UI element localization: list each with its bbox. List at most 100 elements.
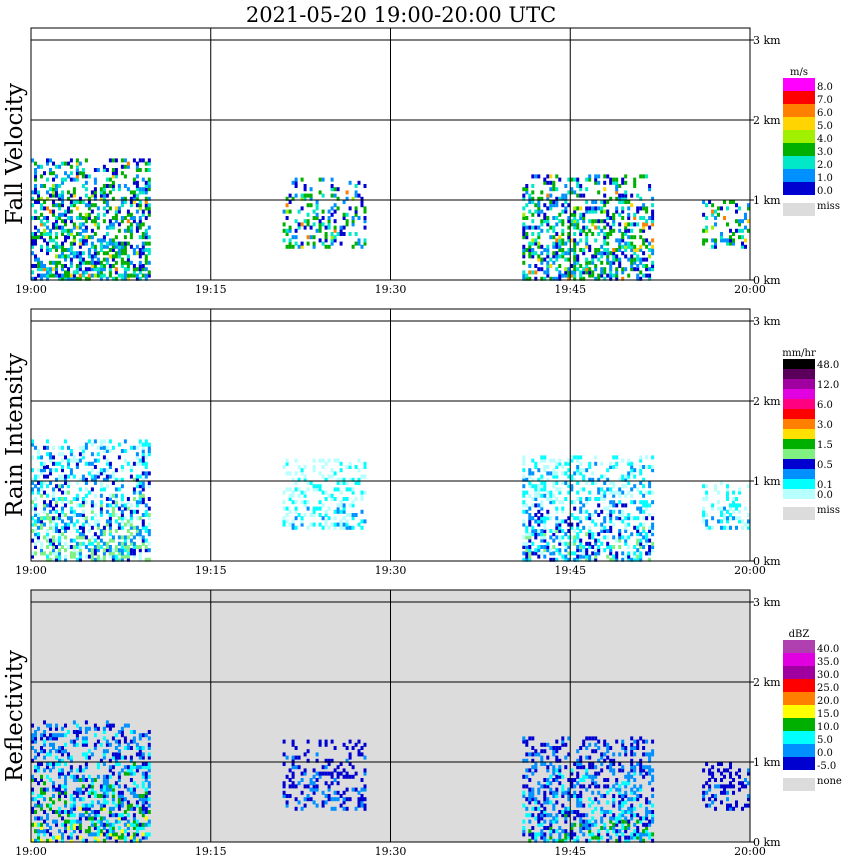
echo-cell (522, 228, 526, 233)
echo-cell (540, 762, 544, 766)
echo-cell (135, 525, 139, 530)
echo-cell (720, 790, 723, 795)
echo-cell (93, 477, 97, 482)
echo-cell (531, 477, 535, 482)
echo-cell (318, 471, 322, 476)
echo-cell (120, 273, 124, 278)
echo-cell (351, 477, 355, 482)
echo-cell (58, 254, 61, 259)
echo-cell (531, 787, 535, 792)
x-tick-label: 19:30 (375, 283, 407, 296)
echo-cell (609, 787, 613, 792)
echo-cell (67, 190, 70, 195)
echo-cell (132, 806, 136, 811)
echo-cell (582, 219, 586, 224)
echo-cell (549, 180, 553, 185)
echo-cell (594, 219, 598, 224)
echo-cell (52, 516, 55, 521)
echo-cell (90, 778, 94, 782)
legend-miss-label: none (817, 776, 842, 787)
echo-cell (78, 503, 82, 508)
echo-cell (96, 212, 100, 217)
echo-cell (630, 203, 634, 208)
echo-cell (603, 822, 607, 827)
echo-cell (37, 752, 40, 757)
echo-cell (624, 477, 628, 482)
echo-cell (573, 212, 577, 217)
echo-cell (576, 800, 580, 805)
echo-cell (642, 816, 646, 821)
echo-cell (615, 190, 619, 195)
echo-cell (702, 484, 706, 489)
echo-cell (58, 516, 61, 521)
echo-cell (651, 248, 655, 252)
echo-cell (531, 525, 535, 530)
echo-cell (633, 525, 637, 530)
echo-cell (621, 180, 625, 185)
echo-cell (64, 161, 67, 166)
echo-cell (72, 497, 76, 501)
echo-cell (636, 746, 640, 750)
echo-cell (558, 238, 562, 243)
echo-cell (357, 241, 361, 246)
echo-cell (144, 254, 148, 259)
echo-cell (111, 752, 115, 757)
echo-cell (99, 481, 103, 485)
echo-cell (651, 545, 655, 549)
echo-cell (612, 803, 616, 808)
echo-cell (61, 497, 64, 501)
echo-cell (81, 273, 85, 278)
echo-cell (648, 545, 652, 549)
echo-cell (46, 465, 49, 469)
echo-cell (40, 273, 43, 278)
echo-cell (621, 797, 625, 802)
echo-cell (111, 771, 115, 776)
echo-cell (363, 238, 367, 243)
echo-cell (294, 228, 298, 233)
echo-cell (52, 455, 55, 460)
echo-cell (108, 768, 112, 773)
echo-cell (522, 535, 526, 540)
echo-cell (129, 541, 133, 546)
echo-cell (52, 784, 55, 789)
echo-cell (90, 228, 94, 233)
echo-cell (72, 276, 76, 281)
echo-cell (615, 461, 619, 466)
echo-cell (40, 235, 43, 240)
echo-cell (615, 503, 619, 508)
legend-swatch (783, 692, 815, 705)
echo-cell (105, 778, 109, 782)
echo-cell (31, 778, 34, 782)
echo-cell (144, 276, 148, 281)
echo-cell (558, 244, 562, 249)
echo-cell (93, 203, 97, 208)
echo-cell (342, 806, 346, 811)
echo-cell (93, 545, 97, 549)
echo-cell (549, 203, 553, 208)
echo-cell (609, 758, 613, 763)
echo-cell (126, 768, 130, 773)
echo-cell (40, 522, 43, 527)
echo-cell (108, 158, 112, 163)
echo-cell (651, 264, 655, 268)
echo-cell (651, 752, 655, 757)
echo-cell (69, 458, 73, 463)
echo-cell (324, 800, 328, 805)
echo-cell (609, 228, 613, 233)
echo-cell (111, 184, 115, 188)
echo-cell (330, 758, 334, 763)
echo-cell (114, 270, 118, 275)
echo-cell (342, 525, 346, 530)
echo-cell (588, 803, 592, 808)
echo-cell (567, 545, 571, 549)
echo-cell (552, 493, 556, 498)
echo-cell (597, 232, 601, 236)
echo-cell (546, 174, 550, 179)
echo-cell (58, 273, 61, 278)
echo-cell (37, 257, 40, 262)
echo-cell (144, 455, 148, 460)
echo-cell (40, 541, 43, 546)
echo-cell (651, 529, 655, 533)
echo-cell (123, 276, 127, 281)
echo-cell (540, 257, 544, 262)
